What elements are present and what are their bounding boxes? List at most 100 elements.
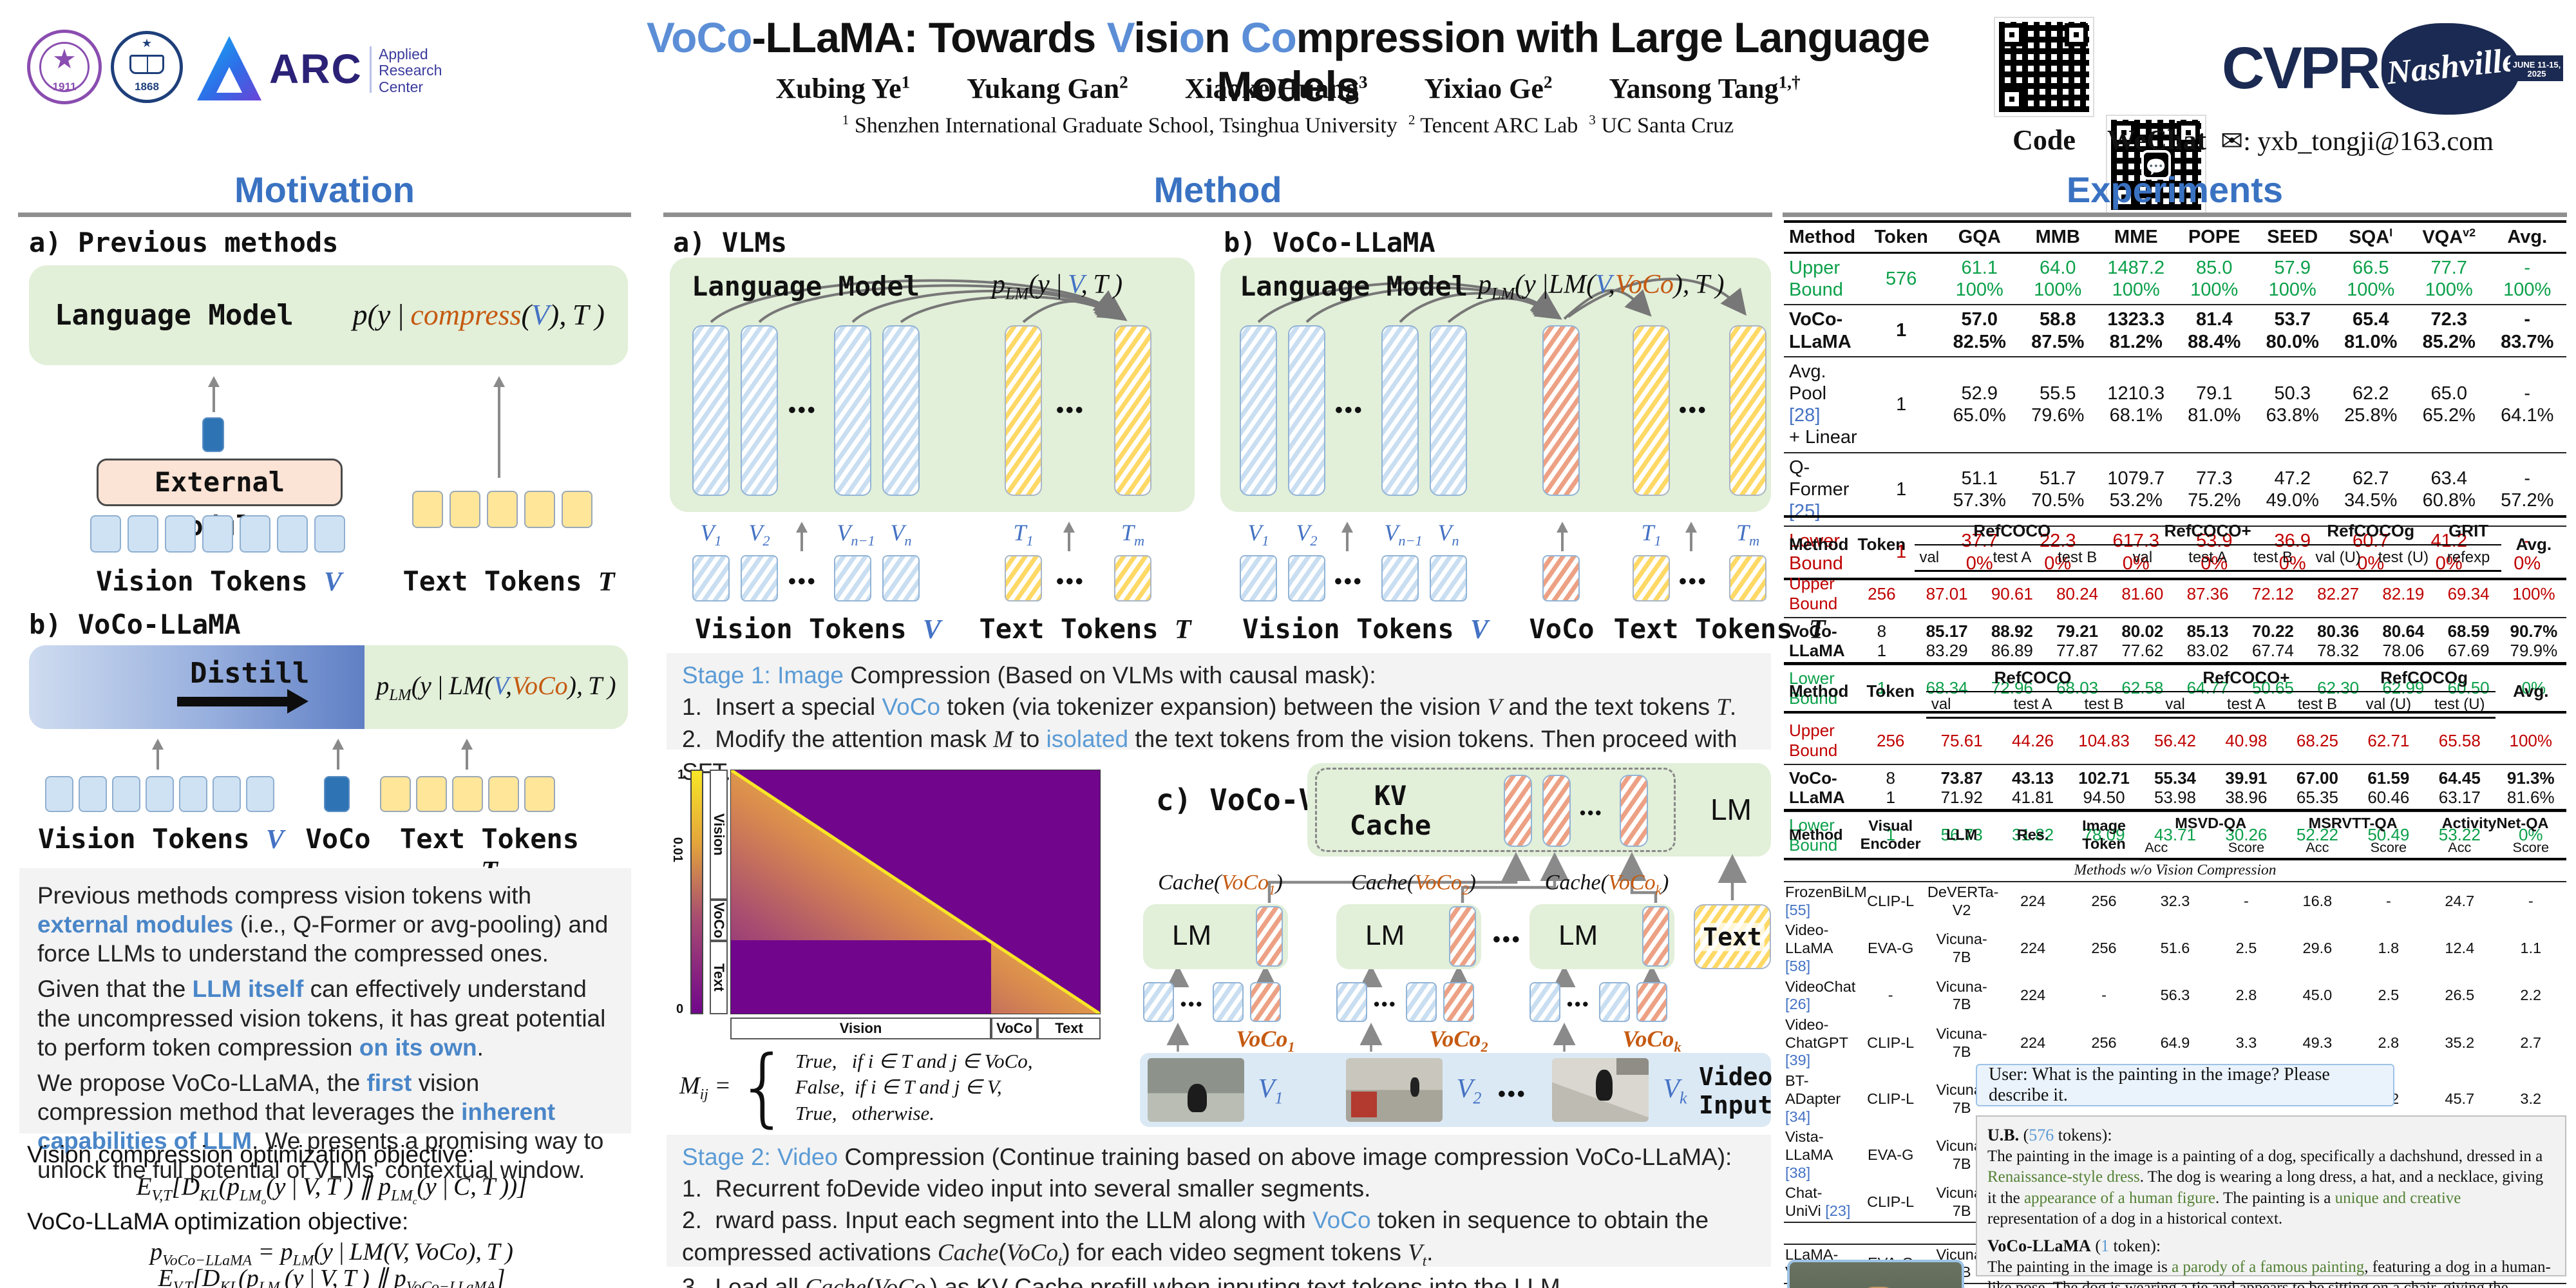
upper-bound-answer-body: The painting in the image is a painting …: [1987, 1147, 2544, 1228]
segment-vision-token-icon: [1336, 982, 1367, 1022]
vlm-diagram-box: Language Model pLM(y | V, T ) ••• •••: [670, 258, 1195, 512]
mask-yaxis-vision: Vision: [710, 770, 728, 900]
language-model-label: Language Model: [692, 270, 920, 302]
table-cell: Lower Bound: [1784, 664, 1850, 713]
table-cell: 12.4: [2445, 940, 2475, 957]
voco-hidden-token-icon: [1542, 325, 1580, 496]
mask-xaxis-vision: Vision: [730, 1018, 991, 1039]
poster-title: VoCo-LLaMA: Towards Vision Compression w…: [647, 14, 1930, 110]
vocok-label: VoCok: [1622, 1026, 1681, 1056]
ellipsis: •••: [1056, 398, 1085, 422]
table-cell: 72.3 85.2%: [2410, 304, 2488, 357]
table-header-cell: test A: [2210, 691, 2282, 719]
vision-token-icon: [128, 515, 158, 553]
arrow-up-icon: [1685, 522, 1697, 551]
text-token-icon: [1633, 555, 1670, 601]
table-header-cell: LLM: [1946, 826, 1978, 843]
ellipsis: •••: [1374, 994, 1397, 1014]
voco-cache-token-icon: [1256, 906, 1283, 967]
table-cell: 51.1 57.3%: [1940, 451, 2019, 527]
voco-answer-body: The painting in the image is a parody of…: [1987, 1258, 2551, 1288]
table-cell: Video-ChatGPT [39]: [1785, 1016, 1848, 1069]
video-frame-k: [1552, 1058, 1649, 1122]
text-tokens-label: Text Tokens T: [399, 823, 580, 886]
table-cell: 45.0: [2302, 987, 2333, 1004]
objective2-formula-2: EV,T[DKL(pLMo(y | V, T ) ∥ pVoCo−LLaMA]: [158, 1265, 506, 1288]
qr-code-label: Code: [2012, 124, 2076, 156]
table-header-cell: RefCOCOg: [2353, 663, 2496, 692]
table-cell: 0%: [2501, 664, 2566, 713]
table-cell: Vicuna-7B: [1936, 1025, 1987, 1060]
table-cell: VideoChat [26]: [1785, 978, 1856, 1013]
motivation-a-label: a) Previous methods: [29, 227, 339, 258]
table-cell: 47.2 49.0%: [2253, 451, 2332, 527]
table-cell: 78.09: [2068, 811, 2140, 860]
table-cell: 57.9 100%: [2268, 257, 2316, 301]
table-cell: 1323.3 81.2%: [2097, 304, 2175, 357]
table-cell: BT-ADapter [34]: [1785, 1072, 1841, 1125]
table-cell: VoCo-LLaMA: [1784, 616, 1850, 665]
arrow-up-icon: [332, 739, 344, 770]
refcoco-plus-table: Method Token RefCOCO RefCOCO+ RefCOCOg Avg. va…: [1784, 662, 2566, 861]
colorbar-tick-0: 0: [676, 1002, 684, 1016]
table-cell: 80.24: [2056, 584, 2099, 604]
table-header-cell: test B: [2240, 544, 2306, 572]
table-cell: 2.7: [2520, 1034, 2542, 1051]
segment-vision-token-icon: [1143, 982, 1174, 1022]
table-cell: Video-LLaMA [58]: [1785, 922, 1833, 974]
tsinghua-logo: ★ 1911: [27, 30, 102, 104]
table-cell: 64.0 100%: [2034, 257, 2082, 301]
ellipsis: •••: [788, 398, 817, 422]
table-header-cell: test A: [1979, 544, 2045, 572]
section-title-experiments: Experiments: [2066, 169, 2284, 210]
table-cell: 73.87 71.92: [1926, 763, 1998, 812]
arc-divider: [370, 46, 372, 93]
table-cell: 64.9: [2160, 1034, 2190, 1051]
table-cell: 40.98: [2225, 731, 2268, 751]
poster-authors: Xubing Ye1 Yukang Gan2 Xiaoke Huang3 Yix…: [775, 72, 1801, 104]
mask-formula: Mij = { True, if i ∈ T and j ∈ VoCo, Fal…: [679, 1045, 1124, 1130]
table-cell: -100%: [2503, 257, 2552, 301]
table-cell: 35.2: [2445, 1034, 2475, 1051]
table-cell: VoCo-LLaMA: [1784, 763, 1855, 812]
table-cell: -: [2528, 892, 2533, 909]
motivation-rule: [18, 213, 631, 217]
table-header-cell: Token: [1857, 534, 1906, 554]
table-header-cell: Acc: [2139, 835, 2211, 861]
lm-label: LM: [1365, 920, 1405, 951]
table-cell: VoCo-LLaMA: [1784, 304, 1862, 357]
table-cell: -: [2244, 892, 2249, 909]
mask-xaxis-text: Text: [1037, 1018, 1101, 1039]
voco-token-icon: [324, 776, 350, 812]
vlm-formula: pLM(y | V, T ): [992, 270, 1123, 303]
ellipsis: •••: [1493, 927, 1522, 952]
qr-code-code: [1994, 17, 2094, 117]
text-hidden-token-icon: [1005, 325, 1042, 496]
table-header-cell: GRIT: [2436, 516, 2501, 545]
table-header-cell: MSRVTT-QA: [2308, 815, 2398, 831]
vision-token-icon: [314, 515, 345, 553]
ellipsis: •••: [1567, 994, 1591, 1014]
vision-hidden-token-icon: [882, 325, 920, 496]
table-cell: FrozenBiLM [55]: [1785, 883, 1867, 918]
table-cell: 77.7 100%: [2425, 257, 2473, 301]
table-cell: Avg. Pool [28] + Linear: [1784, 355, 1862, 453]
motivation-paragraph-2: Given that the LLM itself can effectivel…: [37, 976, 606, 1061]
table-cell: 3.9: [2210, 1283, 2282, 1288]
table-header-cell: Avg.: [2515, 534, 2552, 554]
arc-subtitle: Applied Research Center: [379, 46, 442, 95]
cached-voco-token-icon: [1542, 775, 1571, 847]
stage1-panel: Stage 1: Image Compression (Based on VLM…: [667, 653, 1771, 785]
table-header-cell: SEED: [2253, 222, 2332, 254]
table-header-cell: test A: [2175, 544, 2240, 572]
example-user-query: User: What is the painting in the image?…: [1976, 1064, 2394, 1106]
text-token-icon: [487, 491, 518, 528]
vision-token-icon: [213, 776, 241, 812]
token-label-vn: Vn: [1437, 520, 1459, 549]
section-title-motivation: Motivation: [234, 169, 415, 210]
table-header-cell: Image Token: [2082, 817, 2126, 852]
table-header-cell: test B: [2282, 691, 2353, 719]
video-label-vk: Vk: [1663, 1074, 1687, 1108]
